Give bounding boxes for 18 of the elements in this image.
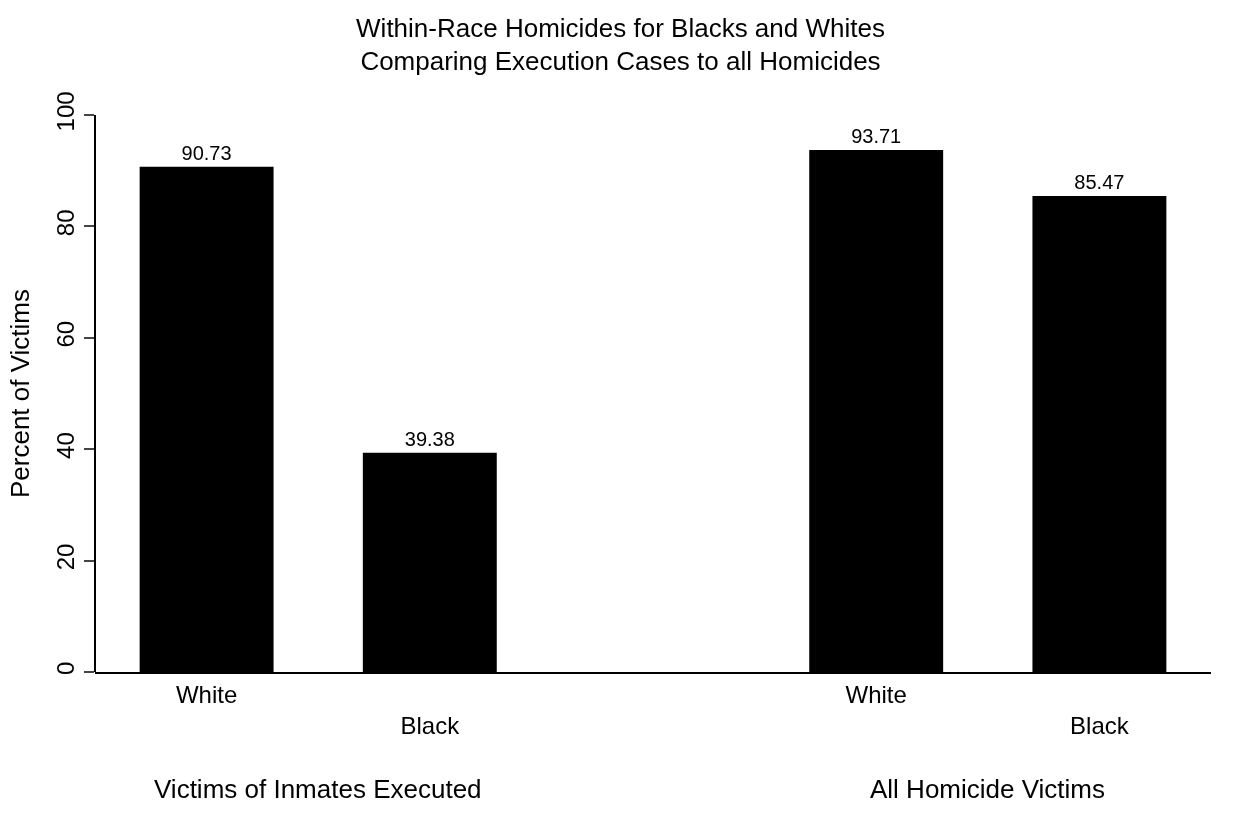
data-label: 93.71	[851, 125, 902, 148]
data-label: 85.47	[1074, 170, 1125, 193]
y-tick-label: 100	[52, 91, 80, 132]
x-tick-label: Black	[400, 712, 461, 739]
y-tick-label: 0	[52, 661, 80, 676]
y-tick-label: 40	[52, 432, 80, 459]
y-axis-title: Percent of Victims	[4, 288, 35, 499]
text: Victims of Inmates Executed	[154, 774, 482, 804]
x-tick-label: White	[845, 680, 907, 708]
data-label: 90.73	[181, 141, 232, 164]
y-tick-label: 80	[52, 209, 80, 237]
x-tick-label: Black	[1070, 712, 1130, 739]
x-tick-label: White	[175, 680, 238, 708]
chart-title: Within-Race Homicides for Blacks and Whites Comparing Execution Cases to all Homicides	[356, 12, 885, 77]
data-label: 39.38	[404, 427, 455, 450]
text: All Homicide Victims	[870, 774, 1106, 804]
y-tick-label: 60	[52, 320, 80, 348]
y-tick-label: 20	[52, 543, 80, 571]
